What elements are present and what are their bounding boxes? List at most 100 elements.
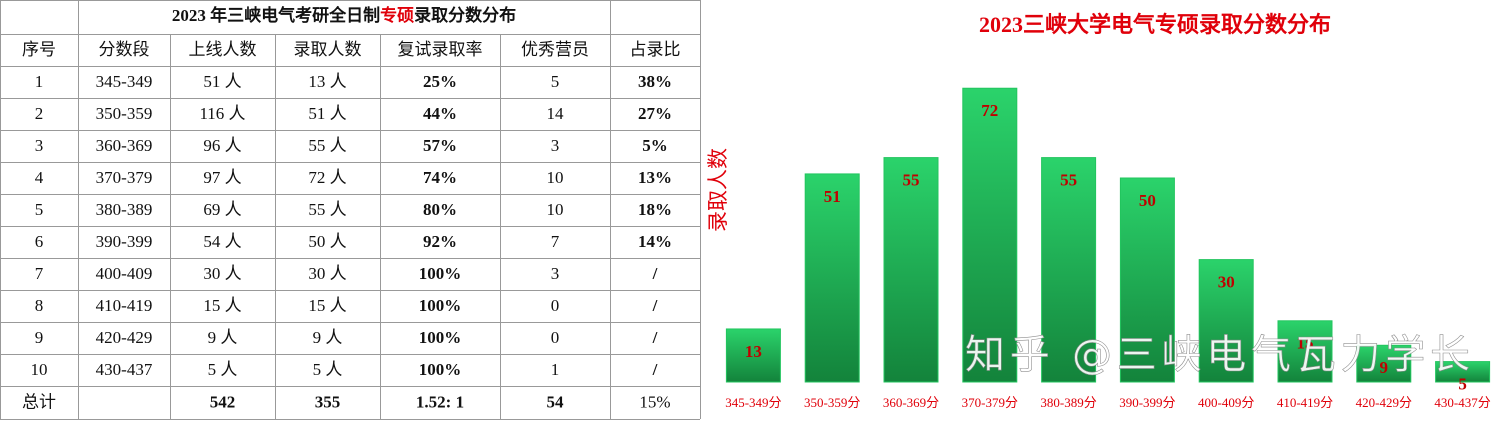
value-label: 13 (745, 342, 762, 361)
table-cell: 430-437 (96, 360, 153, 379)
table-cell: 2 (35, 104, 44, 123)
value-label: 50 (1139, 191, 1156, 210)
table-cell: 9 人 (208, 328, 238, 347)
table-cell: 6 (35, 232, 44, 251)
table-cell: 55 人 (308, 136, 346, 155)
table-cell: 10 (547, 200, 564, 219)
x-tick-label: 370-379分 (962, 395, 1018, 410)
x-tick-label: 390-399分 (1119, 395, 1175, 410)
table-cell: 5% (642, 136, 668, 155)
table-cell: 30 人 (308, 264, 346, 283)
table-cell: 100% (419, 328, 462, 347)
table-cell: 390-399 (96, 232, 153, 251)
value-label: 15 (1297, 334, 1314, 353)
table-cell: 380-389 (96, 200, 153, 219)
table-cell: 9 (35, 328, 44, 347)
table-cell: 350-359 (96, 104, 153, 123)
table-cell: 15% (639, 392, 670, 411)
table-cell: 4 (35, 168, 44, 187)
table-cell: 100% (419, 296, 462, 315)
table-cell: 50 人 (308, 232, 346, 251)
bar (1277, 320, 1333, 383)
table-cell: 44% (423, 104, 457, 123)
value-label: 55 (903, 171, 920, 190)
value-label: 72 (981, 101, 998, 120)
table-cell: 优秀营员 (521, 40, 589, 59)
bar (883, 157, 939, 383)
value-label: 51 (824, 187, 841, 206)
table-cell: 54 (547, 392, 565, 411)
table-cell: 410-419 (96, 296, 153, 315)
table-cell: 10 (547, 168, 564, 187)
table-cell: 25% (423, 72, 457, 91)
table-cell: 13 人 (308, 72, 346, 91)
table-cell: 97 人 (203, 168, 241, 187)
table-cell: 355 (315, 392, 341, 411)
table-cell: 5 (551, 72, 560, 91)
table-cell: 5 人 (313, 360, 343, 379)
table-cell: 360-369 (96, 136, 153, 155)
x-tick-label: 380-389分 (1040, 395, 1096, 410)
bar (804, 173, 860, 383)
table-cell: 录取人数 (294, 40, 362, 59)
table-cell: 30 人 (203, 264, 241, 283)
table-cell: 3 (551, 136, 560, 155)
table-cell: / (652, 264, 658, 283)
value-label: 30 (1218, 273, 1235, 292)
table-cell: 80% (423, 200, 457, 219)
table-cell: 上线人数 (189, 40, 257, 59)
table-cell: 13% (638, 168, 672, 187)
value-label: 5 (1458, 375, 1467, 394)
table-cell: 100% (419, 360, 462, 379)
x-tick-label: 410-419分 (1277, 395, 1333, 410)
table-cell: 14% (638, 232, 672, 251)
bar (962, 87, 1018, 383)
table-cell: 0 (551, 328, 560, 347)
table-cell: 序号 (22, 40, 56, 59)
table-cell: 69 人 (203, 200, 241, 219)
x-tick-label: 400-409分 (1198, 395, 1254, 410)
table-cell: 1 (551, 360, 560, 379)
title-part: 专硕 (380, 5, 414, 25)
table-cell: 116 人 (199, 104, 245, 123)
table-cell: 400-409 (96, 264, 153, 283)
table-cell: 1.52: 1 (416, 392, 464, 411)
table-cell: 8 (35, 296, 44, 315)
table-cell: 9 人 (313, 328, 343, 347)
bar (1356, 344, 1412, 383)
table-cell: 542 (210, 392, 236, 411)
table-cell: 72 人 (308, 168, 346, 187)
x-tick-label: 360-369分 (883, 395, 939, 410)
table-cell: 92% (423, 232, 457, 251)
bar (1119, 177, 1175, 383)
title-part: 2023 年三峡电气考研全日制 (172, 5, 380, 25)
table-cell: 复试录取率 (398, 40, 483, 59)
table-cell: 54 人 (203, 232, 241, 251)
table-cell: 14 (547, 104, 565, 123)
table-cell: 370-379 (96, 168, 153, 187)
table-cell: 总计 (22, 392, 56, 411)
y-axis-label: 录取人数 (706, 148, 730, 232)
table-cell: 74% (423, 168, 457, 187)
table-cell: 420-429 (96, 328, 153, 347)
table-cell: 96 人 (203, 136, 241, 155)
table-cell: 占录比 (630, 40, 681, 59)
table-cell: 5 人 (208, 360, 238, 379)
title-part: 录取分数分布 (414, 5, 516, 25)
table-cell: 345-349 (96, 72, 153, 91)
table-cell: 51 人 (308, 104, 346, 123)
chart-title: 2023三峡大学电气专硕录取分数分布 (979, 12, 1331, 37)
value-label: 9 (1380, 358, 1389, 377)
table-cell: 100% (419, 264, 462, 283)
table-cell: 7 (551, 232, 560, 251)
table-cell: 15 人 (203, 296, 241, 315)
bar (1435, 361, 1491, 383)
table-cell: 38% (638, 72, 672, 91)
table-cell: 51 人 (203, 72, 241, 91)
table-cell: 55 人 (308, 200, 346, 219)
bar (725, 328, 781, 383)
x-tick-label: 420-429分 (1356, 395, 1412, 410)
